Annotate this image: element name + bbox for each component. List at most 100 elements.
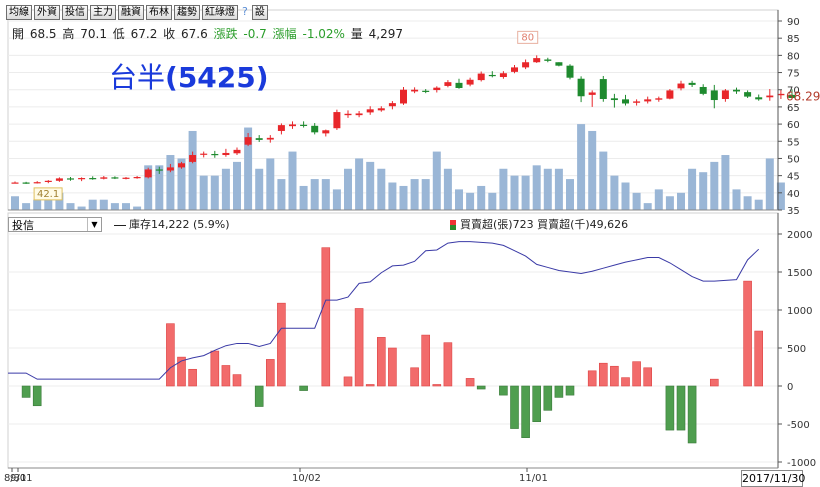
buy-bar	[421, 334, 431, 387]
volume-bar	[577, 124, 586, 210]
high-label: 高	[62, 27, 75, 41]
sell-bar	[510, 385, 519, 429]
volume-bar	[610, 175, 619, 210]
open-value: 68.5	[29, 27, 57, 41]
volume-bar	[632, 192, 641, 210]
volume-bar	[244, 127, 253, 210]
candle-body	[144, 169, 152, 178]
investment-trust-button[interactable]: 投信	[62, 5, 88, 20]
volume-bar	[710, 161, 719, 210]
candle-body	[122, 177, 130, 179]
volume-bar	[22, 203, 31, 210]
buy-bar	[621, 377, 630, 387]
inv-tick-label: 1500	[787, 268, 812, 279]
buy-bar	[354, 308, 364, 387]
price-tick-label: 45	[787, 172, 800, 183]
candle-body	[555, 62, 563, 66]
inv-panel-frame	[7, 212, 779, 469]
holding-line	[8, 241, 760, 380]
x-tick-label: 10/02	[292, 473, 321, 484]
ma-button[interactable]: 均線	[6, 5, 32, 20]
candle-body	[233, 149, 241, 154]
price-tick-label: 35	[787, 206, 800, 217]
last-price-label: 68.29	[786, 90, 820, 104]
buy-bar	[343, 376, 353, 387]
candle-body	[433, 87, 441, 91]
volume-bar	[621, 182, 630, 210]
candle-body	[266, 137, 274, 140]
candle-body	[244, 137, 252, 145]
candle-body	[577, 78, 585, 97]
volume-bar	[499, 168, 508, 210]
candle-body	[522, 62, 530, 68]
volume-bar	[443, 168, 452, 210]
sell-bar	[21, 385, 31, 398]
close-label: 收	[163, 27, 176, 41]
volume-bar	[55, 192, 64, 210]
stock-code: (5425)	[165, 61, 269, 94]
volume-bar	[721, 155, 730, 210]
buy-bar	[465, 378, 475, 387]
candle-body	[133, 177, 141, 179]
candle-body	[388, 103, 396, 107]
buy-bar	[376, 337, 386, 387]
volume-bar	[177, 158, 186, 210]
main-force-button[interactable]: 主力	[90, 5, 116, 20]
buy-bar	[610, 365, 619, 387]
volume-bar	[33, 199, 42, 210]
volume-bar	[344, 168, 352, 210]
investor-select[interactable]: 投信 ▼	[8, 217, 102, 232]
volume-bar	[765, 158, 774, 210]
candle-body	[566, 65, 574, 78]
candle-body	[411, 89, 419, 92]
candle-body	[610, 98, 618, 101]
low-value: 67.2	[130, 27, 158, 41]
volume-bar	[199, 175, 208, 210]
volume-bar	[44, 199, 53, 210]
max-marker-label: 80	[521, 32, 534, 43]
volume-bar	[388, 182, 397, 210]
inv-tick-label: -1000	[787, 458, 816, 469]
help-icon[interactable]: ?	[242, 5, 248, 18]
buy-bar	[432, 384, 442, 387]
volume-bar	[654, 189, 663, 210]
price-tick-label: 50	[787, 154, 800, 165]
candle-body	[255, 138, 263, 140]
chevron-down-icon[interactable]: ▼	[87, 218, 101, 231]
volume-bar	[122, 203, 130, 210]
volume-bar	[543, 168, 552, 210]
candle-body	[178, 163, 185, 168]
buy-bar	[232, 374, 242, 387]
candle-body	[777, 93, 785, 96]
volume-bar	[133, 206, 142, 210]
min-marker-label: 42.1	[37, 189, 59, 200]
sell-bar	[532, 385, 542, 423]
traffic-light-button[interactable]: 紅綠燈	[202, 5, 238, 20]
candle-body	[11, 182, 19, 184]
sell-bar	[499, 385, 508, 396]
buy-bar	[210, 350, 220, 387]
buysell-legend: 買賣超(張)723 買賣超(千)49,626	[450, 216, 628, 232]
candle-body	[710, 90, 718, 101]
bollinger-button[interactable]: 布林	[146, 5, 172, 20]
price-tick-label: 75	[787, 69, 800, 80]
price-tick-label: 85	[787, 34, 800, 45]
sell-bar	[254, 385, 264, 407]
volume-bar	[88, 199, 97, 210]
volume-bar	[665, 196, 674, 210]
current-date-box[interactable]: 2017/11/30	[741, 470, 806, 487]
candle-body	[166, 167, 174, 171]
holding-legend: 庫存14,222 (5.9%)	[114, 216, 230, 232]
volume-bar	[366, 161, 375, 210]
trend-button[interactable]: 趨勢	[174, 5, 200, 20]
settings-button[interactable]: 設	[251, 5, 268, 20]
sell-bar	[554, 385, 564, 398]
buy-bar	[643, 367, 653, 387]
margin-button[interactable]: 融資	[118, 5, 144, 20]
foreign-investor-button[interactable]: 外資	[34, 5, 60, 20]
inv-tick-label: 1000	[787, 306, 812, 317]
candle-body	[733, 89, 740, 92]
quote-line: 開 68.5 高 70.1 低 67.2 收 67.6 漲跌 -0.7 漲幅 -…	[12, 25, 405, 42]
candle-body	[744, 92, 752, 97]
